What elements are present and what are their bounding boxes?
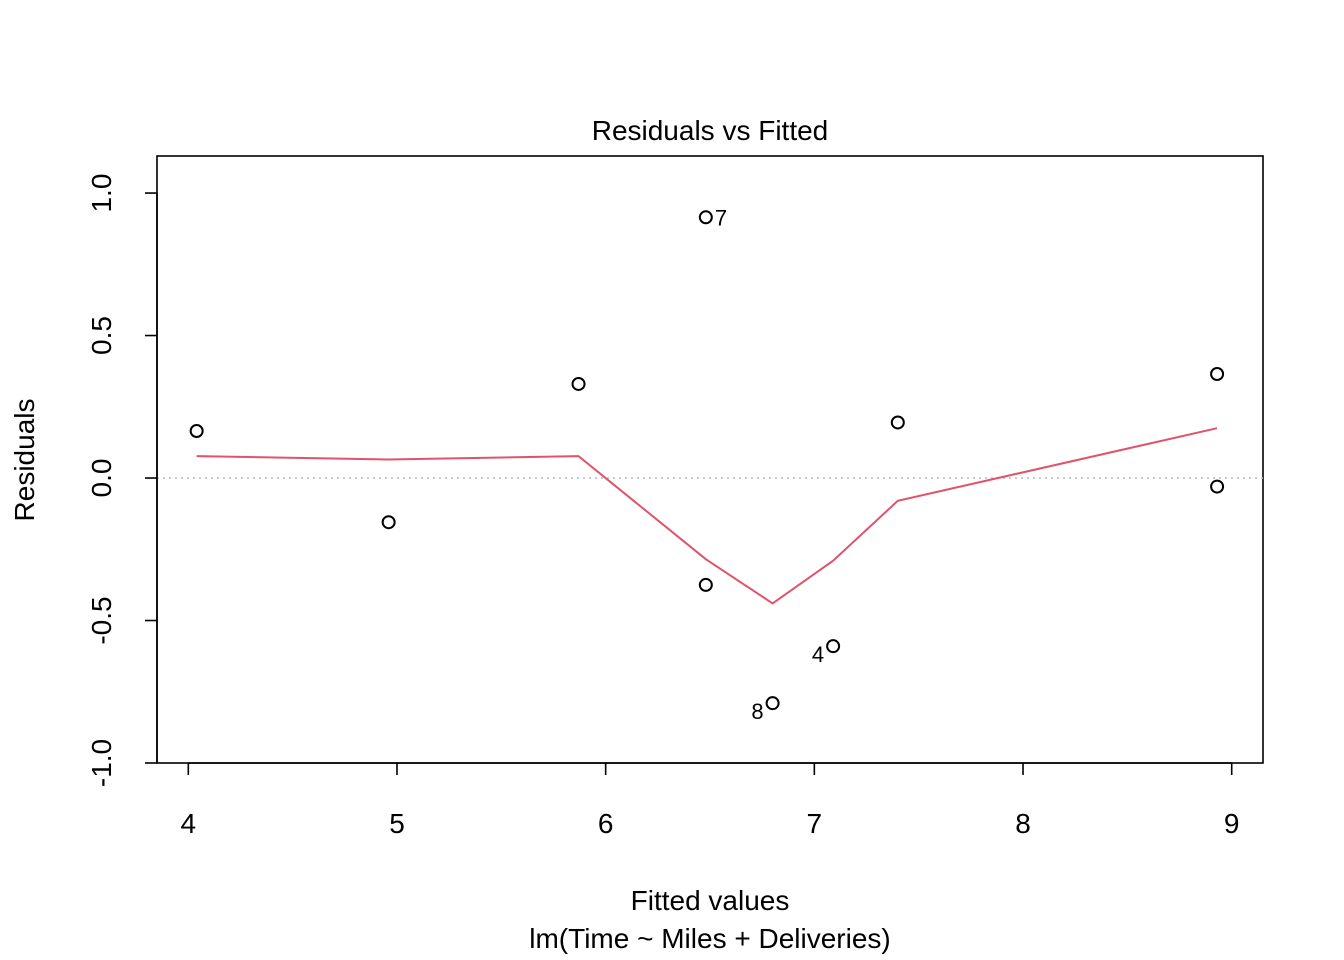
point-label: 7	[715, 205, 727, 230]
y-tick-label: -1.0	[86, 739, 117, 787]
data-point	[765, 696, 780, 711]
data-point	[698, 577, 713, 592]
model-subtitle: lm(Time ~ Miles + Deliveries)	[529, 923, 890, 954]
smooth-line-group	[196, 427, 1218, 605]
y-tick-label: 1.0	[86, 174, 117, 213]
x-tick-label: 6	[598, 808, 614, 839]
data-point	[1210, 367, 1225, 382]
x-tick-label: 5	[389, 808, 405, 839]
x-axis-label: Fitted values	[631, 885, 790, 916]
plot-frame	[156, 155, 1264, 764]
y-tick-label: 0.5	[86, 316, 117, 355]
x-tick-label: 4	[181, 808, 197, 839]
smooth-trend-line	[196, 427, 1218, 605]
data-point	[698, 210, 713, 225]
data-point	[189, 424, 204, 439]
data-point	[381, 515, 396, 530]
x-tick-label: 7	[807, 808, 823, 839]
y-tick-label: 0.0	[86, 459, 117, 498]
y-axis: -1.0 -0.5 0.0 0.5 1.0	[86, 174, 158, 787]
data-point	[571, 376, 586, 391]
y-tick-label: -0.5	[86, 596, 117, 644]
chart-title: Residuals vs Fitted	[592, 115, 829, 146]
x-axis: 4 5 6 7 8 9	[181, 762, 1240, 839]
x-tick-label: 8	[1015, 808, 1031, 839]
y-axis-label: Residuals	[9, 399, 40, 522]
data-point	[890, 415, 905, 430]
points-group: 7 8 4	[189, 205, 1225, 724]
x-tick-label: 9	[1224, 808, 1240, 839]
data-point	[1210, 479, 1225, 494]
point-label: 8	[751, 699, 763, 724]
data-point	[826, 639, 841, 654]
point-label: 4	[812, 642, 824, 667]
